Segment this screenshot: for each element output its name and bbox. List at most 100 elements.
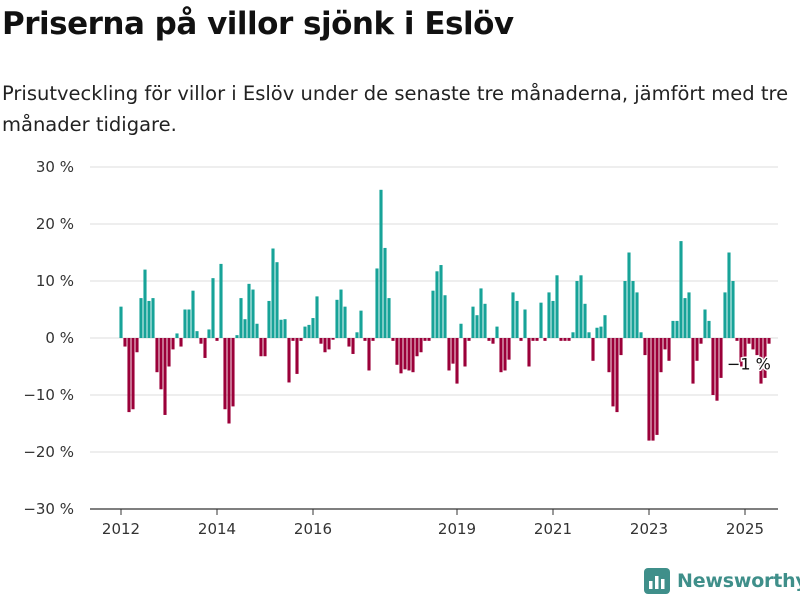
bar: [255, 323, 259, 338]
bar: [219, 263, 223, 338]
bar: [571, 332, 575, 338]
bar: [303, 326, 307, 338]
bar: [747, 338, 751, 344]
bar: [183, 309, 187, 338]
bar: [655, 338, 659, 435]
bar: [143, 269, 147, 338]
bar: [463, 338, 467, 367]
bar: [171, 338, 175, 350]
bar: [575, 281, 579, 338]
x-tick-label: 2023: [630, 520, 668, 538]
bar: [411, 338, 415, 373]
bar: [131, 338, 135, 410]
bar: [647, 338, 651, 441]
bar: [175, 333, 179, 338]
y-tick-label: −20 %: [23, 443, 74, 461]
bar: [711, 338, 715, 395]
bar: [399, 338, 403, 374]
chart-title: Priserna på villor sjönk i Eslöv: [2, 6, 514, 42]
bar: [483, 303, 487, 338]
bar: [635, 292, 639, 338]
bar: [235, 335, 239, 338]
bar: [395, 338, 399, 365]
bar: [307, 324, 311, 338]
y-tick-label: 10 %: [36, 272, 74, 290]
bar: [439, 265, 443, 338]
bar: [515, 300, 519, 338]
bar: [723, 292, 727, 338]
bar: [407, 338, 411, 371]
bar: [331, 338, 335, 340]
bar: [643, 338, 647, 356]
bar: [159, 338, 163, 390]
bar: [679, 241, 683, 338]
bar: [767, 338, 771, 344]
bar: [659, 338, 663, 373]
bar: [379, 189, 383, 338]
bar: [507, 338, 511, 360]
bar: [587, 332, 591, 338]
bar: [759, 338, 763, 384]
bar: [735, 338, 739, 341]
bar: [275, 262, 279, 338]
bar: [763, 338, 767, 378]
bar: [447, 338, 451, 371]
bar: [555, 275, 559, 338]
bar: [367, 338, 371, 371]
bar: [315, 296, 319, 338]
y-tick-label: −30 %: [23, 500, 74, 518]
bar: [387, 298, 391, 338]
bar: [547, 292, 551, 338]
x-tick-label: 2021: [534, 520, 572, 538]
bar: [511, 292, 515, 338]
bar: [375, 268, 379, 338]
bar: [599, 326, 603, 338]
x-tick-label: 2019: [438, 520, 476, 538]
y-tick-label: −10 %: [23, 386, 74, 404]
bar: [611, 338, 615, 407]
bar: [423, 338, 427, 341]
bar: [323, 338, 327, 353]
bar: [243, 319, 247, 338]
newsworthy-brand[interactable]: Newsworthy: [644, 568, 800, 594]
bar: [715, 338, 719, 401]
bar: [291, 338, 295, 341]
bar: [707, 320, 711, 338]
bar: [163, 338, 167, 415]
bar: [215, 338, 219, 341]
bar: [391, 338, 395, 341]
bar: [199, 338, 203, 344]
bar: [287, 338, 291, 383]
bar: [667, 338, 671, 361]
bar: [623, 281, 627, 338]
bar: [443, 295, 447, 338]
bar: [675, 320, 679, 338]
bar: [563, 338, 567, 341]
bar: [671, 320, 675, 338]
bar: [579, 275, 583, 338]
bar: [459, 323, 463, 338]
bar: [731, 281, 735, 338]
bar: [283, 319, 287, 338]
x-tick-label: 2025: [726, 520, 764, 538]
bar: [187, 309, 191, 338]
bar: [147, 300, 151, 338]
bar: [687, 292, 691, 338]
bar: [531, 338, 535, 341]
bar: [603, 315, 607, 338]
bar: [703, 309, 707, 338]
bar: [207, 329, 211, 338]
bar: [523, 309, 527, 338]
bar: [435, 271, 439, 338]
bar: [363, 338, 367, 341]
bar: [519, 338, 523, 341]
bar: [595, 327, 599, 338]
bar: [663, 338, 667, 350]
bar: [123, 338, 127, 347]
bar: [279, 319, 283, 338]
bar: [135, 338, 139, 353]
bar: [335, 299, 339, 338]
bar: [167, 338, 171, 367]
bar: [327, 338, 331, 350]
